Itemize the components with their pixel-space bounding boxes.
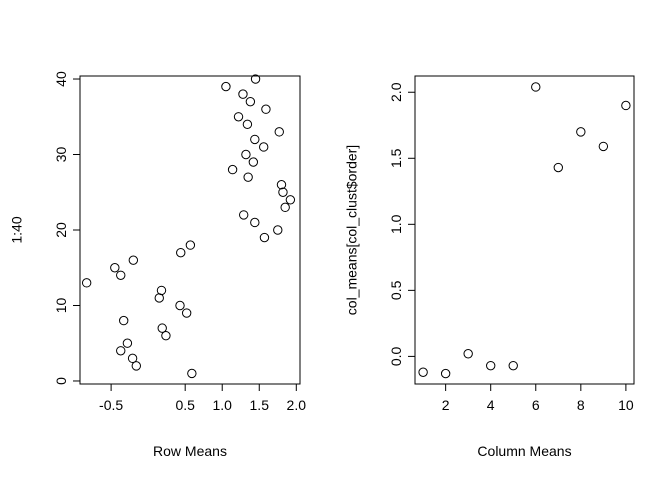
data-point bbox=[250, 74, 261, 84]
data-point bbox=[598, 141, 609, 152]
y-tick-label: 0.0 bbox=[388, 346, 404, 366]
data-point bbox=[418, 367, 428, 377]
data-point bbox=[127, 353, 138, 364]
x-axis-title: Column Means bbox=[477, 443, 571, 459]
x-tick-label: 8 bbox=[577, 397, 585, 413]
data-point bbox=[241, 149, 251, 160]
data-point bbox=[221, 81, 231, 92]
x-tick-label: 2 bbox=[442, 397, 450, 413]
data-point bbox=[81, 278, 92, 288]
data-point bbox=[175, 300, 185, 311]
data-point bbox=[486, 360, 496, 371]
data-point bbox=[259, 232, 270, 243]
data-point bbox=[119, 315, 129, 326]
data-point bbox=[576, 127, 586, 137]
data-point bbox=[239, 210, 249, 220]
y-tick-label: 1.5 bbox=[388, 148, 404, 168]
left-scatter-panel: -0.5 0.5 1.0 1.5 2.0 0 10 20 30 40 Row Means 1:40 bbox=[9, 71, 307, 459]
data-point bbox=[250, 134, 260, 145]
data-point bbox=[250, 217, 260, 228]
data-point bbox=[157, 323, 167, 333]
data-point bbox=[242, 119, 253, 130]
data-point bbox=[110, 263, 120, 273]
x-tick-label: 10 bbox=[618, 397, 634, 413]
data-point bbox=[116, 270, 126, 280]
data-point bbox=[259, 142, 269, 152]
data-point bbox=[128, 255, 139, 265]
data-point bbox=[156, 285, 167, 296]
y-tick-label: 1.0 bbox=[388, 214, 404, 234]
x-axis-title: Row Means bbox=[153, 443, 227, 459]
data-point bbox=[248, 157, 259, 167]
y-axis-title: 1:40 bbox=[9, 216, 25, 243]
x-tick-label: 1.5 bbox=[250, 397, 270, 413]
data-point bbox=[276, 180, 287, 190]
plot-frame bbox=[414, 75, 635, 385]
data-point bbox=[274, 127, 284, 137]
data-point bbox=[161, 330, 171, 341]
data-point bbox=[227, 164, 238, 175]
data-point bbox=[278, 187, 288, 197]
data-point bbox=[243, 172, 253, 182]
x-tick-label: 0.5 bbox=[175, 397, 195, 413]
y-axis-title: col_means[col_clust$order] bbox=[344, 145, 360, 315]
data-point bbox=[285, 195, 296, 205]
data-point bbox=[273, 225, 283, 235]
data-point bbox=[181, 308, 192, 318]
data-point bbox=[122, 338, 133, 348]
y-tick-label: 30 bbox=[53, 147, 69, 163]
data-point bbox=[440, 368, 451, 379]
data-point bbox=[621, 100, 631, 111]
x-tick-label: 4 bbox=[487, 397, 495, 413]
data-point bbox=[238, 89, 248, 99]
data-point bbox=[176, 247, 186, 258]
data-point bbox=[185, 240, 196, 250]
data-point bbox=[245, 96, 256, 107]
data-point bbox=[233, 112, 244, 122]
data-point bbox=[553, 162, 563, 173]
x-tick-label: 6 bbox=[532, 397, 540, 413]
y-tick-label: 20 bbox=[53, 222, 69, 238]
x-tick-label: -0.5 bbox=[99, 397, 123, 413]
x-tick-label: 2.0 bbox=[287, 397, 307, 413]
data-point bbox=[280, 202, 290, 213]
data-point bbox=[463, 349, 473, 359]
y-tick-label: 0 bbox=[53, 377, 69, 385]
x-tick-label: 1.0 bbox=[212, 397, 232, 413]
data-point bbox=[131, 361, 141, 371]
data-point bbox=[508, 360, 518, 371]
y-tick-label: 2.0 bbox=[388, 82, 404, 102]
plot-frame bbox=[79, 75, 301, 385]
y-tick-label: 40 bbox=[53, 71, 69, 87]
data-point bbox=[531, 82, 541, 92]
right-scatter-panel: 2 4 6 8 10 0.0 0.5 1.0 1.5 2.0 Column Means col_mea… bbox=[344, 75, 635, 459]
data-point bbox=[261, 104, 271, 114]
data-point bbox=[187, 368, 197, 379]
y-tick-label: 10 bbox=[53, 297, 69, 313]
data-point bbox=[116, 346, 126, 356]
y-tick-label: 0.5 bbox=[388, 280, 404, 300]
